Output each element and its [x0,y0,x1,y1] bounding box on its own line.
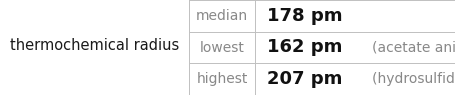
Text: highest: highest [196,72,248,86]
Text: (acetate anion): (acetate anion) [371,40,455,55]
Text: thermochemical radius: thermochemical radius [10,38,179,53]
Text: median: median [196,9,248,23]
Text: 207 pm: 207 pm [266,70,341,88]
Text: 162 pm: 162 pm [266,38,341,57]
Text: (hydrosulfide anion): (hydrosulfide anion) [371,72,455,86]
Text: 178 pm: 178 pm [266,7,342,25]
Text: lowest: lowest [199,40,244,55]
